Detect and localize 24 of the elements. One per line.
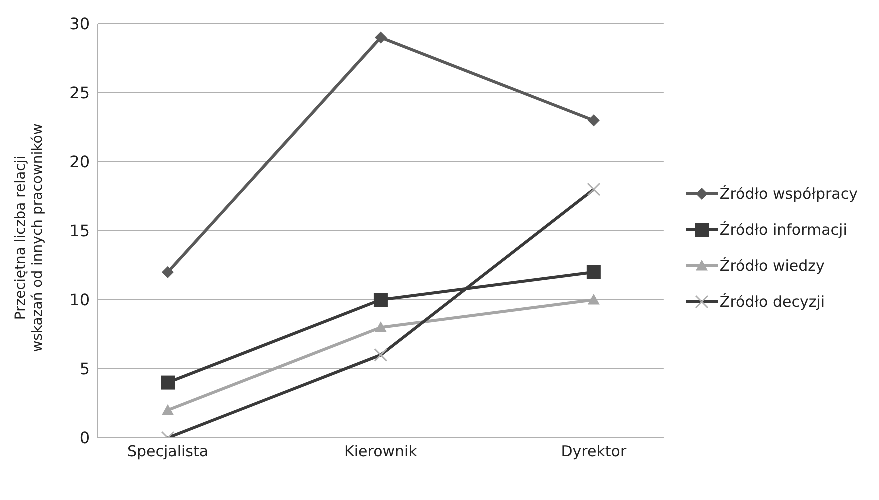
legend-label: Źródło wiedzy bbox=[720, 257, 825, 275]
x-tick-label: Dyrektor bbox=[561, 442, 628, 461]
point bbox=[374, 293, 388, 307]
y-tick-label: 0 bbox=[80, 428, 90, 448]
y-tick-label: 10 bbox=[70, 290, 90, 310]
point bbox=[374, 32, 387, 44]
y-tick-label: 20 bbox=[70, 152, 90, 172]
point bbox=[374, 322, 387, 332]
y-tick-label: 5 bbox=[80, 360, 90, 379]
point bbox=[586, 265, 601, 280]
point bbox=[162, 404, 174, 416]
y-axis-title: Przeciętna liczba relacji wskazań od innych pracowników bbox=[13, 124, 46, 352]
legend-label: Źródło decyzji bbox=[720, 293, 826, 311]
point bbox=[588, 294, 600, 305]
point bbox=[161, 376, 175, 390]
x-tick-label: Specjalista bbox=[127, 442, 209, 461]
y-tick-label: 30 bbox=[70, 14, 90, 34]
point bbox=[588, 114, 600, 127]
point bbox=[162, 266, 174, 278]
legend-label: Źródło współpracy bbox=[720, 185, 858, 203]
x-tick-label: Kierownik bbox=[344, 442, 418, 461]
y-tick-label: 25 bbox=[70, 84, 90, 103]
legend-label: Źródło informacji bbox=[720, 221, 848, 239]
y-tick-label: 15 bbox=[70, 222, 90, 241]
